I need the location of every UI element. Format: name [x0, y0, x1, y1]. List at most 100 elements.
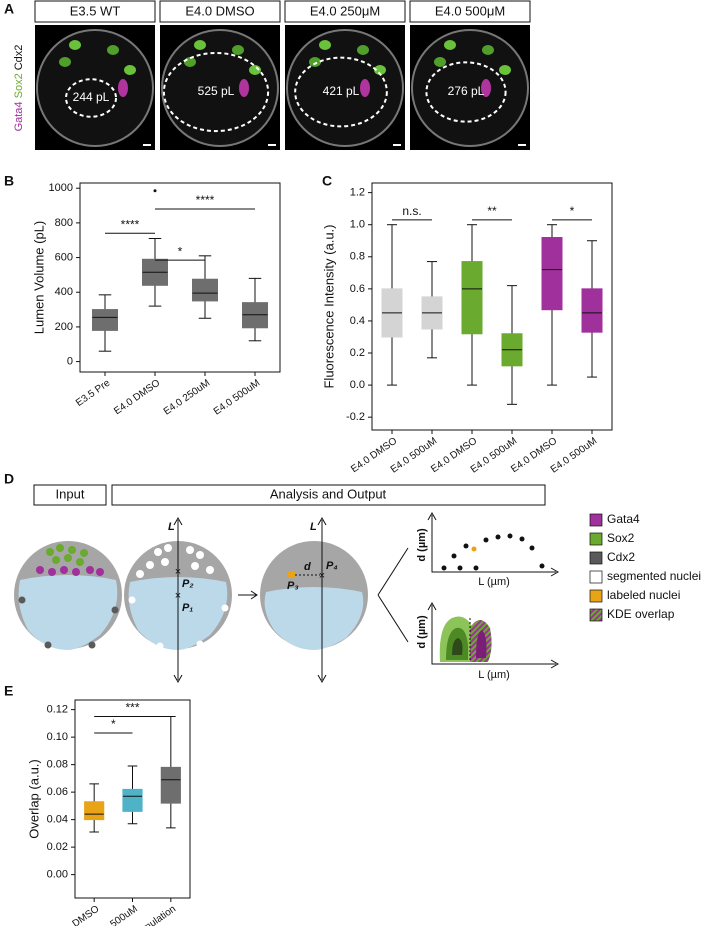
significance-label: n.s. — [402, 204, 421, 218]
significance-label: **** — [196, 193, 215, 207]
panel-label: D — [4, 471, 14, 487]
y-tick-label: 0.04 — [47, 814, 68, 826]
nucleus — [59, 57, 71, 67]
significance-label: * — [178, 244, 183, 258]
lumen-outline — [162, 51, 270, 133]
nucleus — [118, 79, 128, 97]
column-header: E3.5 WT — [70, 3, 121, 18]
plot-xlabel: L (µm) — [478, 669, 510, 681]
legend-swatch — [589, 589, 603, 603]
x-tick-label: E4.0 500uM — [212, 378, 262, 418]
lumen — [264, 587, 364, 650]
box — [192, 278, 218, 302]
significance-label: * — [111, 717, 116, 731]
column-header: E4.0 500μM — [435, 3, 505, 18]
y-tick-label: 0.02 — [47, 841, 68, 853]
labeled-dot — [471, 546, 477, 552]
y-tick-label: -0.2 — [346, 411, 365, 423]
nucleus — [69, 40, 81, 50]
nucleus — [249, 65, 261, 75]
significance-label: **** — [121, 217, 140, 231]
box — [92, 309, 118, 331]
y-axis-label: Lumen Volume (pL) — [31, 221, 46, 334]
stain: Cdx2 — [13, 45, 25, 71]
header: Analysis and Output — [270, 486, 387, 501]
lumen-volume: 421 pL — [323, 84, 360, 98]
y-axis-label: Overlap (a.u.) — [26, 759, 41, 838]
x-tick-label: E4.0 250uM — [162, 378, 212, 418]
gata4-nuclei — [36, 566, 104, 576]
stain: Sox2 — [13, 73, 25, 98]
branch-arrow — [377, 547, 409, 643]
legend-label: KDE overlap — [607, 607, 675, 621]
labeled-nucleus — [288, 571, 295, 578]
y-tick-label: 0.8 — [350, 251, 365, 263]
panel-label: B — [4, 173, 14, 189]
plot-ylabel: d (µm) — [416, 528, 428, 562]
lumen — [18, 575, 118, 650]
header-box — [33, 484, 107, 506]
legend-swatch — [589, 532, 603, 546]
kde-gata4 — [476, 630, 487, 658]
legend-label: labeled nuclei — [607, 588, 680, 602]
y-tick-label: 0.0 — [350, 379, 365, 391]
arrowhead — [173, 516, 183, 684]
nucleus — [499, 65, 511, 75]
x-tick-label: E3.5 Pre — [74, 377, 113, 409]
arrowhead — [317, 516, 327, 684]
header-box — [159, 0, 281, 23]
column-header: E4.0 250μM — [310, 3, 380, 18]
legend-label: Gata4 — [607, 512, 640, 526]
column-header: E4.0 DMSO — [185, 3, 254, 18]
y-tick-label: 0.12 — [47, 704, 68, 716]
cdx2-nuclei — [18, 596, 119, 649]
box — [541, 237, 563, 311]
y-tick-label: 0.00 — [47, 869, 68, 881]
nucleus — [481, 79, 491, 97]
nucleus — [374, 65, 386, 75]
legend-swatch — [589, 608, 603, 622]
plot-frame — [79, 182, 281, 373]
nucleus — [194, 40, 206, 50]
segmented-nuclei — [128, 544, 229, 650]
x-tick-label: E4.0 DMSO — [112, 377, 162, 417]
nucleus — [107, 45, 119, 55]
y-tick-label: 0.4 — [350, 315, 365, 327]
x-tick-label: DMSO — [71, 903, 102, 926]
legend-label: Sox2 — [607, 531, 635, 545]
nucleus — [482, 45, 494, 55]
plot-ylabel: d (µm) — [416, 615, 428, 649]
panel-label: C — [322, 173, 332, 189]
sox2-nuclei — [46, 544, 88, 566]
legend: Gata4 Sox2 Cdx2 segmented nuclei labeled nuc… — [589, 512, 701, 622]
y-tick-label: 400 — [55, 286, 73, 298]
nucleus — [239, 79, 249, 97]
stain: Gata4 — [13, 101, 25, 131]
nucleus — [434, 57, 446, 67]
plot-axes — [427, 601, 560, 669]
y-tick-label: 0.06 — [47, 786, 68, 798]
y-tick-label: 0.6 — [350, 283, 365, 295]
cross: × — [175, 566, 181, 578]
y-tick-label: 200 — [55, 321, 73, 333]
box — [84, 801, 105, 821]
axis-letter: L — [310, 521, 317, 533]
nucleus — [360, 79, 370, 97]
y-tick-label: 1.2 — [350, 187, 365, 199]
significance-label: * — [570, 204, 575, 218]
nucleus — [444, 40, 456, 50]
lumen-outline — [425, 61, 507, 123]
lumen-volume: 276 pL — [448, 84, 485, 98]
y-tick-label: 0.08 — [47, 759, 68, 771]
nucleus — [309, 57, 321, 67]
header-box — [409, 0, 531, 23]
legend-swatch — [589, 570, 603, 584]
embryo-outline — [36, 29, 154, 147]
panel-label: A — [4, 1, 14, 17]
legend-swatch — [589, 551, 603, 565]
nucleus — [357, 45, 369, 55]
nucleus — [232, 45, 244, 55]
kde-sox2 — [452, 638, 463, 655]
significance-label: ** — [487, 204, 497, 218]
